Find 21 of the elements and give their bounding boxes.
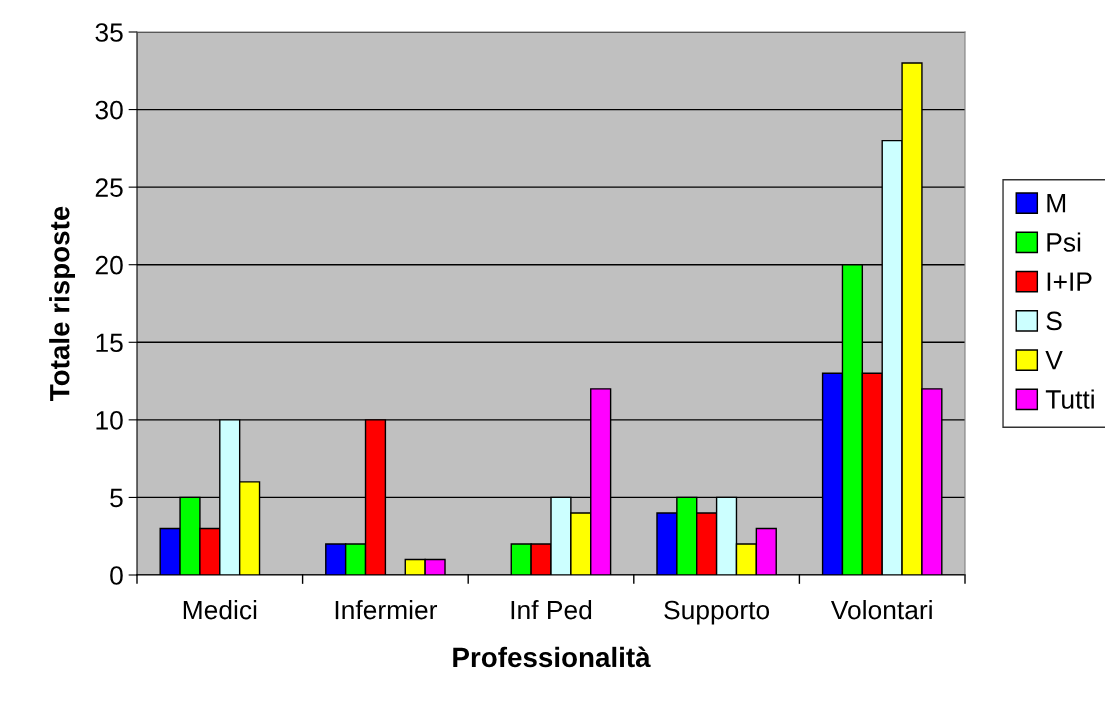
x-axis-title: Professionalità: [453, 646, 651, 668]
y-tick-label: 20: [95, 255, 123, 275]
legend-label: I+IP: [1047, 272, 1092, 291]
y-tick-label: 10: [96, 410, 123, 430]
x-tick-label: Supporto: [664, 600, 770, 625]
y-tick-label: 5: [110, 488, 123, 508]
y-axis-title: Totale risposte: [49, 206, 76, 401]
y-tick-label: 0: [110, 566, 123, 585]
y-tick-label: 35: [95, 23, 123, 42]
x-tick-label: Medici: [183, 600, 257, 620]
legend-label: Psi: [1047, 232, 1081, 252]
x-tick-label: Inf Ped: [511, 600, 592, 620]
legend-label: M: [1047, 194, 1066, 213]
legend-label: S: [1046, 311, 1062, 331]
legend-label: Tutti: [1045, 389, 1094, 409]
x-tick-label: Volontari: [830, 600, 932, 620]
legend-label: V: [1045, 351, 1063, 370]
x-tick-label: Infermier: [335, 600, 438, 620]
y-tick-label: 25: [95, 178, 123, 197]
y-tick-label: 15: [96, 333, 123, 353]
y-tick-label: 30: [95, 100, 123, 120]
